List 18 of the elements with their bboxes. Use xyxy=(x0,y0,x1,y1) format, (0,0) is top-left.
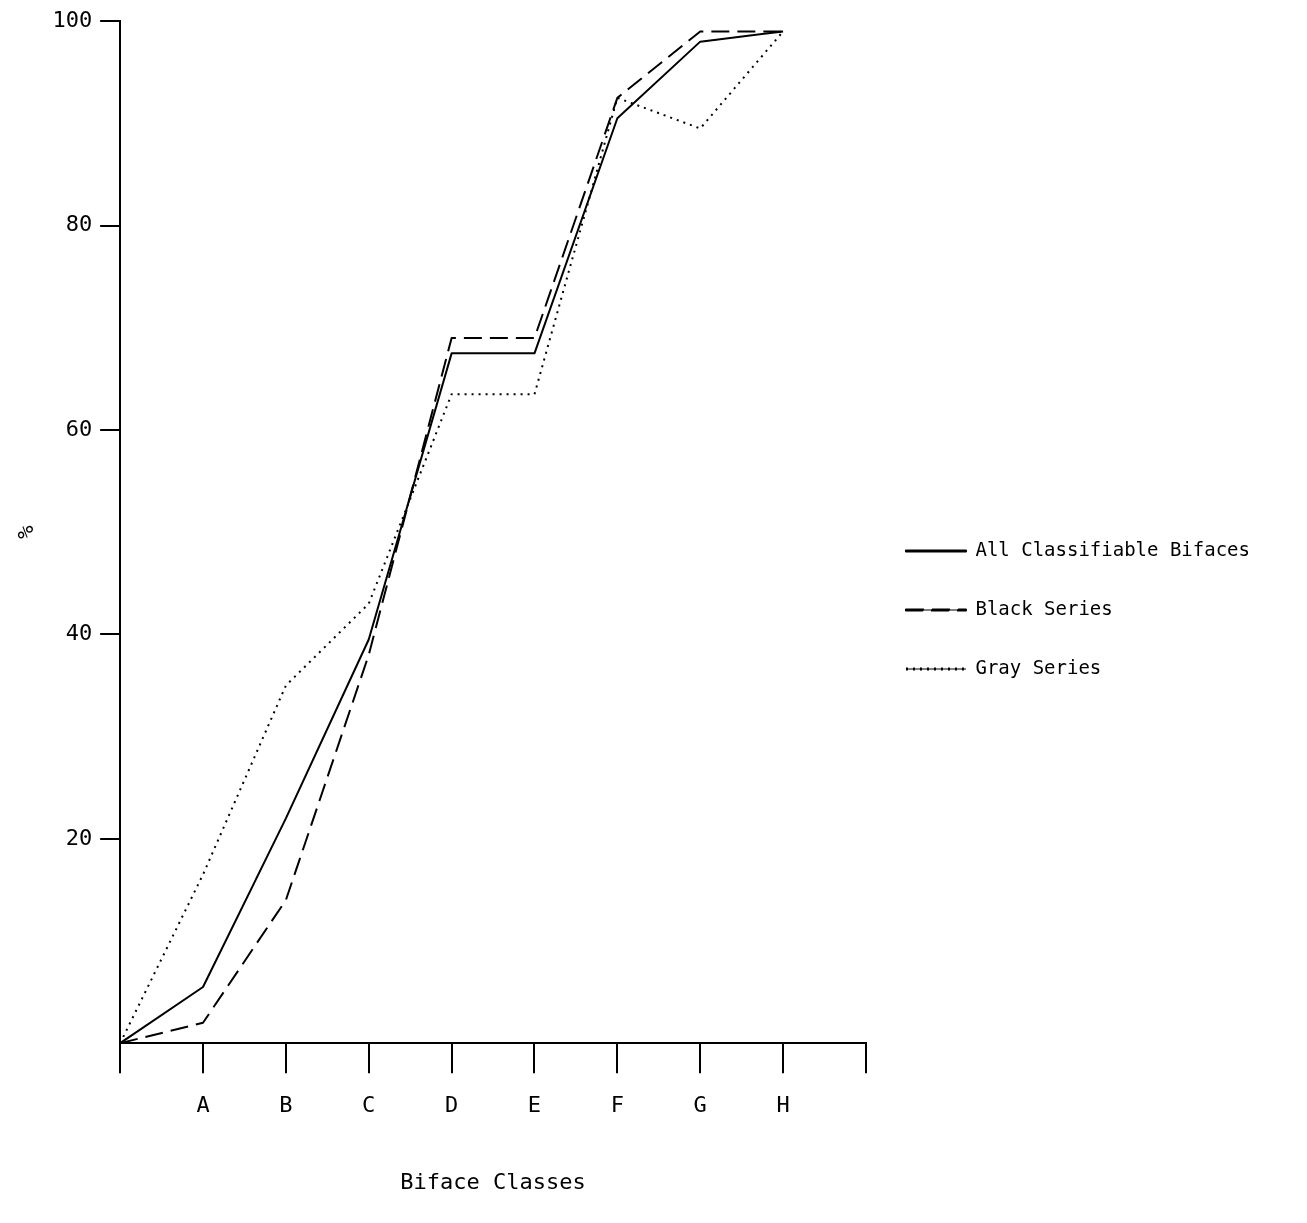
y-tick-label: 60 xyxy=(65,415,93,441)
y-tick-label: 100 xyxy=(52,6,93,32)
x-tick-label: E xyxy=(527,1092,542,1118)
x-tick-label: B xyxy=(279,1092,293,1118)
x-tick-label: D xyxy=(444,1092,459,1118)
x-tick-label: G xyxy=(693,1092,707,1118)
x-tick-label: A xyxy=(196,1092,210,1118)
y-tick-label: 80 xyxy=(65,211,93,237)
x-axis-title: Biface Classes xyxy=(400,1168,586,1194)
x-tick-label: C xyxy=(362,1092,376,1118)
legend-label: Gray Series xyxy=(975,655,1102,678)
y-tick-label: 40 xyxy=(65,620,93,646)
y-axis-title: % xyxy=(12,525,38,539)
x-tick-label: F xyxy=(610,1092,624,1118)
y-tick-label: 20 xyxy=(65,824,93,850)
x-tick-label: H xyxy=(776,1092,790,1118)
legend-label: Black Series xyxy=(975,596,1113,619)
legend-label: All Classifiable Bifaces xyxy=(975,537,1251,560)
